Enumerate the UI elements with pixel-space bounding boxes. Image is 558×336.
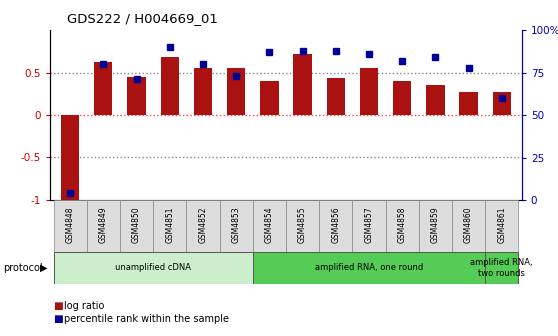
Text: GDS222 / H004669_01: GDS222 / H004669_01 xyxy=(67,12,218,25)
Text: amplified RNA, one round: amplified RNA, one round xyxy=(315,263,423,272)
Text: GSM4850: GSM4850 xyxy=(132,207,141,243)
Text: GSM4860: GSM4860 xyxy=(464,207,473,243)
Bar xyxy=(326,78,345,115)
Bar xyxy=(253,252,485,284)
Text: GSM4856: GSM4856 xyxy=(331,207,340,243)
Bar xyxy=(253,200,286,252)
Text: GSM4851: GSM4851 xyxy=(165,207,174,243)
Text: percentile rank within the sample: percentile rank within the sample xyxy=(64,314,229,324)
Bar xyxy=(452,200,485,252)
Bar xyxy=(319,200,353,252)
Bar xyxy=(127,77,146,115)
Bar xyxy=(360,69,378,115)
Text: GSM4849: GSM4849 xyxy=(99,207,108,243)
Text: GSM4859: GSM4859 xyxy=(431,207,440,243)
Text: GSM4848: GSM4848 xyxy=(66,207,75,243)
Text: log ratio: log ratio xyxy=(64,301,104,311)
Text: GSM4852: GSM4852 xyxy=(199,207,208,243)
Bar xyxy=(153,200,186,252)
Bar xyxy=(493,92,511,115)
Bar xyxy=(54,200,86,252)
Text: ▶: ▶ xyxy=(40,263,47,273)
Text: GSM4861: GSM4861 xyxy=(497,207,506,243)
Bar xyxy=(426,85,445,115)
Bar xyxy=(120,200,153,252)
Text: amplified RNA,
two rounds: amplified RNA, two rounds xyxy=(470,258,533,278)
Bar xyxy=(219,200,253,252)
Text: GSM4853: GSM4853 xyxy=(232,207,240,243)
Bar xyxy=(286,200,319,252)
Bar xyxy=(161,57,179,115)
Text: ■: ■ xyxy=(53,301,62,311)
Bar xyxy=(260,81,278,115)
Bar xyxy=(227,69,246,115)
Bar xyxy=(54,252,253,284)
Bar xyxy=(186,200,219,252)
Bar xyxy=(94,62,113,115)
Bar xyxy=(353,200,386,252)
Bar xyxy=(61,115,79,200)
Bar xyxy=(86,200,120,252)
Text: GSM4858: GSM4858 xyxy=(398,207,407,243)
Text: GSM4857: GSM4857 xyxy=(364,207,373,243)
Bar xyxy=(459,92,478,115)
Bar xyxy=(393,81,411,115)
Bar xyxy=(386,200,419,252)
Text: ■: ■ xyxy=(53,314,62,324)
Bar xyxy=(485,252,518,284)
Text: GSM4855: GSM4855 xyxy=(298,207,307,243)
Text: GSM4854: GSM4854 xyxy=(265,207,274,243)
Text: unamplified cDNA: unamplified cDNA xyxy=(115,263,191,272)
Bar xyxy=(294,54,312,115)
Bar xyxy=(419,200,452,252)
Text: protocol: protocol xyxy=(3,263,42,273)
Bar xyxy=(485,200,518,252)
Bar xyxy=(194,69,212,115)
